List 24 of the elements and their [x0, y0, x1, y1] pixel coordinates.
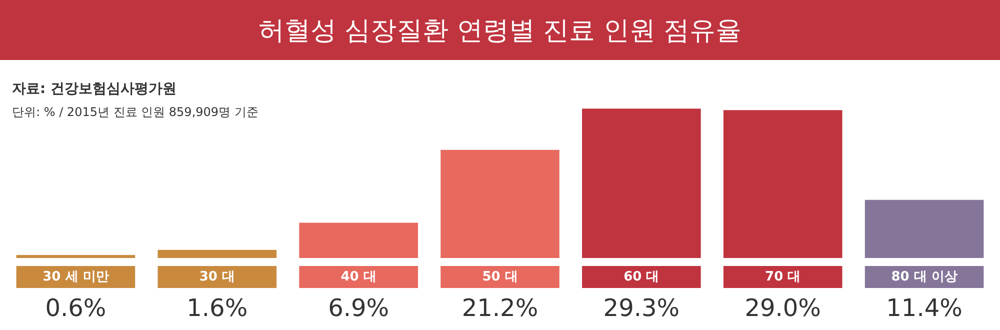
- data-label: 21.2%: [462, 294, 538, 322]
- x-tick-label: 40 대: [340, 269, 376, 284]
- bar: [864, 200, 984, 258]
- data-label: 0.6%: [45, 294, 106, 322]
- x-tick-label: 70 대: [765, 269, 801, 284]
- text: 자료: 건강보험심사평가원: [12, 80, 178, 98]
- bar: [16, 254, 136, 258]
- data-label: 1.6%: [186, 294, 248, 322]
- x-tick-label: 50 대: [482, 269, 518, 284]
- bar: [582, 108, 701, 258]
- bar: [440, 150, 560, 258]
- bar: [299, 222, 418, 258]
- data-label: 11.4%: [886, 294, 962, 322]
- x-tick-label: 60 대: [624, 269, 660, 284]
- data-label: 6.9%: [328, 294, 390, 322]
- x-tick-label: 80 대 이상: [891, 269, 958, 284]
- x-tick-label: 30 세 미만: [42, 269, 109, 284]
- annotation: 단위: % / 2015년 진료 인원 859,909명 기준: [12, 104, 258, 121]
- bar: [158, 250, 277, 258]
- data-label: 29.3%: [603, 294, 680, 322]
- data-label: 29.0%: [744, 294, 821, 322]
- chart-title: 허혈성 심장질환 연령별 진료 인원 점유율: [0, 0, 1000, 60]
- x-tick-label: 30 대: [199, 269, 235, 284]
- bar: [723, 110, 842, 258]
